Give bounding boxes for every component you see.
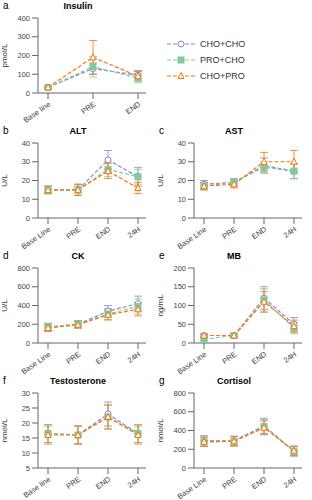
svg-text:300: 300 [17,32,30,41]
svg-text:24H: 24H [126,225,142,240]
svg-text:PRE: PRE [220,475,238,491]
html-text:CK: CK [71,251,85,261]
svg-text:40: 40 [22,139,30,148]
svg-text:0: 0 [26,89,30,98]
html-text:AST: AST [225,126,243,136]
svg-text:200: 200 [17,51,30,60]
svg-text:0: 0 [26,214,30,223]
svg-text:20: 20 [22,419,30,428]
svg-text:PRE: PRE [220,350,238,366]
svg-text:0: 0 [26,339,30,348]
svg-text:0: 0 [182,339,186,348]
svg-text:10: 10 [22,449,30,458]
svg-text:Base Line: Base Line [176,475,208,500]
svg-text:50: 50 [178,320,186,329]
svg-text:10: 10 [178,195,186,204]
svg-text:END: END [94,224,113,241]
svg-text:pmol/L: pmol/L [8,43,9,68]
svg-text:100: 100 [173,301,186,310]
svg-text:25: 25 [22,404,30,413]
html-text:Cortisol: Cortisol [217,376,251,386]
html-text:CHO+PRO: CHO+PRO [200,70,245,81]
svg-text:150: 150 [173,282,186,291]
svg-text:400: 400 [17,14,30,23]
svg-text:200: 200 [17,320,30,329]
svg-text:PRE: PRE [220,225,238,241]
html-text:Insulin: Insulin [63,1,93,11]
svg-text:U/L: U/L [8,299,9,312]
svg-text:Base Line: Base Line [176,225,208,250]
svg-text:END: END [94,474,113,491]
svg-text:30: 30 [22,157,30,166]
svg-text:U/L: U/L [156,174,165,187]
html-text:c: c [159,125,164,136]
svg-text:24H: 24H [282,475,298,490]
svg-text:800: 800 [17,264,30,273]
svg-text:ng/mL: ng/mL [156,294,165,317]
svg-text:END: END [250,224,269,241]
svg-text:400: 400 [173,426,186,435]
svg-text:200: 200 [173,264,186,273]
svg-text:nmol/L: nmol/L [156,418,165,443]
svg-text:Base Line: Base Line [20,225,52,250]
svg-text:END: END [94,349,113,366]
svg-text:24H: 24H [126,475,142,490]
svg-text:Base Line: Base Line [176,350,208,375]
svg-text:20: 20 [178,176,186,185]
svg-text:24H: 24H [282,350,298,365]
svg-text:0: 0 [182,464,186,473]
svg-text:PRE: PRE [64,475,82,491]
svg-text:24H: 24H [282,225,298,240]
svg-text:600: 600 [17,282,30,291]
svg-text:30: 30 [178,157,186,166]
svg-text:END: END [250,349,269,366]
html-text:ALT: ALT [69,126,87,136]
svg-text:100: 100 [17,70,30,79]
svg-text:0: 0 [182,214,186,223]
svg-text:600: 600 [173,407,186,416]
html-text:b: b [3,125,9,136]
svg-text:Base line: Base line [22,475,52,500]
svg-text:PRE: PRE [64,225,82,241]
svg-text:5: 5 [26,464,30,473]
svg-text:END: END [124,99,143,116]
svg-text:U/L: U/L [8,174,9,187]
svg-text:15: 15 [22,434,30,443]
svg-text:400: 400 [17,301,30,310]
html-text:g: g [159,375,165,386]
svg-text:40: 40 [178,139,186,148]
svg-text:20: 20 [22,176,30,185]
html-text:Testosterone: Testosterone [50,376,106,386]
svg-text:nmol/L: nmol/L [8,418,9,443]
svg-text:24H: 24H [126,350,142,365]
svg-text:10: 10 [22,195,30,204]
svg-text:800: 800 [173,389,186,398]
svg-text:Base line: Base line [22,100,52,125]
html-text:f: f [3,375,6,386]
html-text:d: d [3,250,9,261]
html-text:MB: MB [227,251,241,261]
svg-text:PRE: PRE [79,100,97,116]
html-text:PRO+CHO: PRO+CHO [200,54,245,65]
svg-text:END: END [250,474,269,491]
html-text:e: e [159,250,165,261]
svg-text:PRE: PRE [64,350,82,366]
svg-text:30: 30 [22,389,30,398]
svg-text:Base Line: Base Line [20,350,52,375]
svg-text:200: 200 [173,445,186,454]
html-text:CHO+CHO: CHO+CHO [200,38,246,49]
html-text:a: a [3,0,9,11]
